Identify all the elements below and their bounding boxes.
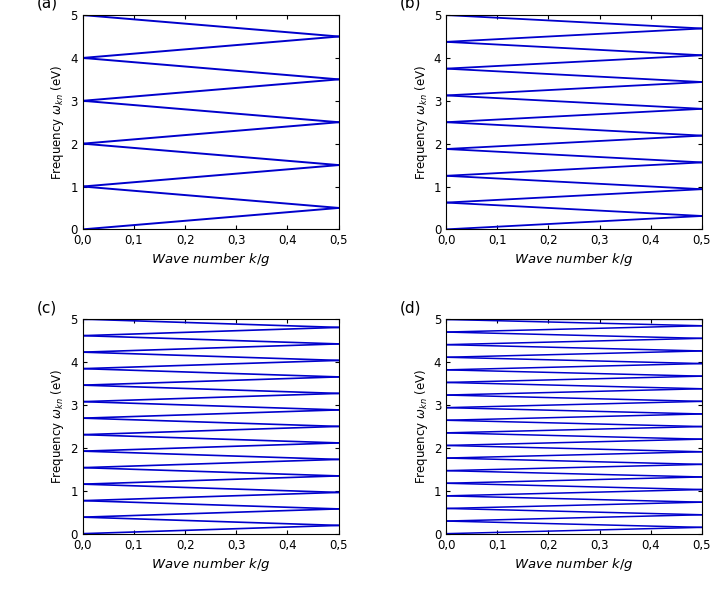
- Y-axis label: Frequency $\omega_{kn}$ (eV): Frequency $\omega_{kn}$ (eV): [49, 65, 66, 180]
- Y-axis label: Frequency $\omega_{kn}$ (eV): Frequency $\omega_{kn}$ (eV): [413, 369, 430, 484]
- Y-axis label: Frequency $\omega_{kn}$ (eV): Frequency $\omega_{kn}$ (eV): [413, 65, 430, 180]
- Text: (d): (d): [400, 300, 422, 315]
- Text: (b): (b): [400, 0, 422, 11]
- X-axis label: Wave number $k/g$: Wave number $k/g$: [514, 251, 634, 268]
- Y-axis label: Frequency $\omega_{kn}$ (eV): Frequency $\omega_{kn}$ (eV): [49, 369, 66, 484]
- Text: (c): (c): [37, 300, 57, 315]
- X-axis label: Wave number $k/g$: Wave number $k/g$: [151, 251, 271, 268]
- X-axis label: Wave number $k/g$: Wave number $k/g$: [151, 556, 271, 573]
- Text: (a): (a): [37, 0, 58, 11]
- X-axis label: Wave number $k/g$: Wave number $k/g$: [514, 556, 634, 573]
